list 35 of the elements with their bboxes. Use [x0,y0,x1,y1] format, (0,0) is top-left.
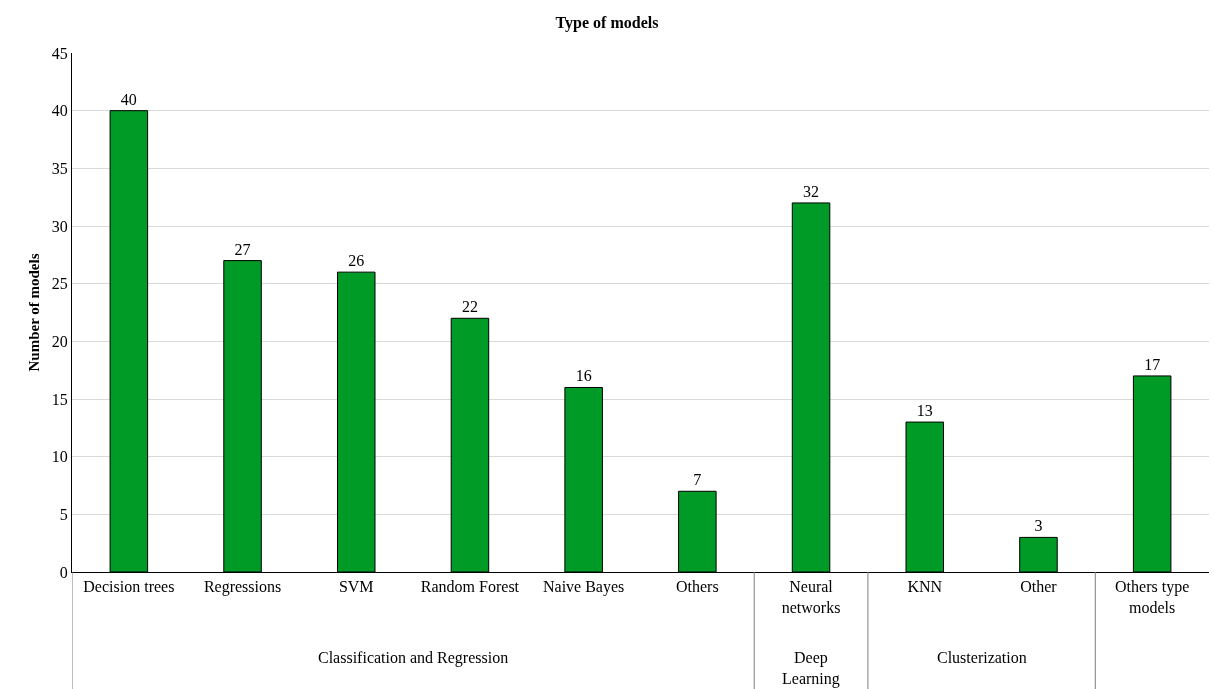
data-label: 13 [916,402,933,420]
x-tick-label: Others type models [1115,578,1190,616]
y-tick-label: 5 [59,505,68,523]
text: Deep Learning [782,649,840,688]
y-tick-label: 35 [51,159,68,177]
y-tick-label: 20 [51,332,68,350]
y-tick-label: 30 [51,217,68,235]
x-tick-label: KNN [907,578,943,596]
x-tick-label: Other [1020,578,1058,596]
data-label: 17 [1144,355,1161,373]
text: Classification and Regression [318,649,509,667]
y-axis-title: Number of models [26,253,43,372]
y-tick-label: 45 [51,44,68,62]
data-label: 32 [803,182,820,200]
data-label: 16 [575,367,592,385]
y-tick-label: 10 [51,448,68,466]
x-tick-label: Regressions [203,578,282,597]
x-tick-label: Random Forest [420,578,520,596]
y-tick-label: 0 [59,563,68,581]
data-label: 26 [348,252,365,270]
data-label: 3 [1034,517,1043,535]
y-tick-label: 15 [51,390,68,408]
x-tick-label: Naive Bayes [542,578,625,597]
data-label: 27 [234,240,251,258]
x-tick-label: Decision trees [83,578,175,596]
x-tick-label: SVM [338,578,374,596]
chart-title: Type of models [555,14,659,33]
y-tick-label: 25 [51,275,68,293]
x-tick-label: Neural networks [781,578,841,616]
data-label: 7 [693,471,702,489]
data-label: 22 [461,298,478,316]
text: Clusterization [937,649,1027,666]
x-tick-label: Others [676,578,719,596]
data-label: 40 [120,90,137,108]
y-tick-label: 40 [51,102,68,120]
